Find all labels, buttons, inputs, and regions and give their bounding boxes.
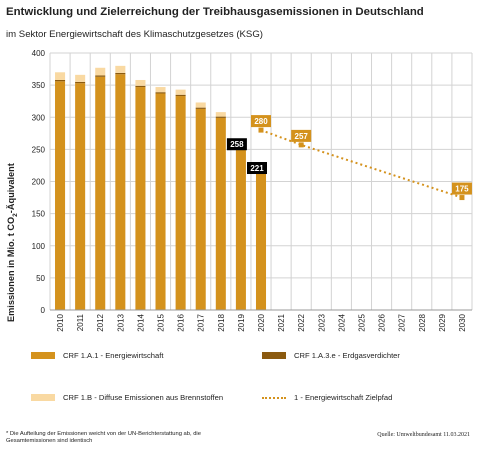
data-label-box-2030-175 [451, 182, 472, 195]
legend-swatch-diffuse [31, 394, 55, 401]
bar-energiewirtschaft-2012 [95, 76, 106, 311]
bar-energiewirtschaft-2017 [195, 108, 206, 311]
x-tick-label: 2021 [277, 313, 286, 331]
data-label-2022-257: 257 [295, 132, 309, 141]
legend-swatch-energiewirtschaft [31, 352, 55, 359]
bar-erdgasverdichter-2014 [135, 85, 146, 88]
x-tick-label: 2018 [217, 313, 226, 331]
bar-energiewirtschaft-2019 [235, 149, 246, 310]
x-tick-label: 2014 [136, 313, 145, 331]
data-label-2030-175: 175 [455, 185, 469, 194]
bar-diffuse-2017 [195, 102, 206, 108]
bar-energiewirtschaft-2011 [75, 83, 86, 310]
x-tick-label: 2015 [157, 313, 166, 331]
data-label-2020-221: 221 [250, 164, 264, 173]
bar-erdgasverdichter-2016 [175, 94, 186, 97]
bar-diffuse-2012 [95, 67, 106, 76]
bar-diffuse-2018 [215, 112, 226, 117]
target-point-2020 [258, 127, 264, 133]
target-point-2022 [298, 142, 304, 148]
bar-erdgasverdichter-2013 [115, 72, 126, 75]
x-tick-label: 2024 [337, 313, 346, 331]
bar-energiewirtschaft-2015 [155, 93, 166, 310]
data-label-box-2020-280 [251, 115, 271, 128]
data-label-box-2020-221 [247, 162, 267, 175]
footnote: * Die Aufteilung der Emissionen weicht v… [6, 431, 201, 444]
bar-erdgasverdichter-2012 [95, 75, 106, 77]
bar-erdgasverdichter-2010 [55, 79, 66, 82]
y-tick-label: 0 [41, 306, 46, 315]
legend-item-zielpfad: 1 - Energiewirtschaft Zielpfad [262, 393, 392, 402]
bar-erdgasverdichter-2018 [215, 116, 226, 118]
bar-energiewirtschaft-2018 [215, 117, 226, 310]
x-tick-label: 2010 [56, 313, 65, 331]
chart-title: Entwicklung und Zielerreichung der Treib… [6, 6, 424, 18]
bar-diffuse-2011 [75, 74, 86, 82]
x-tick-label: 2022 [297, 313, 306, 331]
emissions-chart: 0 50 100 150 200 250 300 350 400 2010 2011 2012 2013… [32, 49, 473, 332]
y-tick-label: 300 [32, 113, 46, 122]
legend-item-diffuse: CRF 1.B - Diffuse Emissionen aus Brennst… [31, 393, 223, 402]
x-tick-label: 2027 [398, 313, 407, 331]
legend-label-erdgasverdichter: CRF 1.A.3.e - Erdgasverdichter [294, 351, 400, 360]
chart-subtitle: im Sektor Energiewirtschaft des Klimasch… [6, 29, 263, 40]
x-tick-label: 2029 [438, 313, 447, 331]
x-tick-label: 2016 [177, 313, 186, 331]
x-tick-label: 2030 [458, 313, 467, 331]
target-path-line [260, 129, 463, 199]
y-tick-label: 350 [32, 81, 46, 90]
bar-diffuse-2014 [135, 79, 146, 86]
y-tick-label: 150 [32, 210, 46, 219]
bar-diffuse-2013 [115, 65, 126, 73]
x-tick-label: 2019 [237, 313, 246, 331]
x-tick-label: 2013 [116, 313, 125, 331]
legend-swatch-zielpfad [262, 396, 286, 399]
data-label-2019-258: 258 [230, 140, 244, 149]
data-label-2020-280: 280 [254, 117, 268, 126]
data-label-box-2022-257 [291, 129, 312, 142]
y-tick-label: 200 [32, 178, 46, 187]
legend-swatch-erdgasverdichter [262, 352, 286, 359]
legend-label-energiewirtschaft: CRF 1.A.1 - Energiewirtschaft [63, 351, 164, 360]
x-tick-label: 2026 [378, 313, 387, 331]
legend-label-zielpfad: 1 - Energiewirtschaft Zielpfad [294, 393, 393, 402]
y-tick-label: 50 [36, 274, 45, 283]
x-tick-label: 2017 [197, 313, 206, 331]
bar-energiewirtschaft-2020 [255, 173, 267, 310]
y-tick-label: 100 [32, 242, 46, 251]
bar-diffuse-2016 [175, 89, 186, 95]
x-tick-label: 2020 [257, 313, 266, 331]
legend-item-erdgasverdichter: CRF 1.A.3.e - Erdgasverdichter [262, 351, 400, 360]
x-tick-label: 2023 [317, 313, 326, 331]
x-tick-label: 2025 [357, 313, 366, 331]
legend-label-diffuse: CRF 1.B - Diffuse Emissionen aus Brennst… [63, 393, 224, 402]
legend-item-energiewirtschaft: CRF 1.A.1 - Energiewirtschaft [31, 351, 163, 360]
y-tick-label: 400 [32, 49, 46, 58]
bar-erdgasverdichter-2017 [195, 107, 206, 109]
data-label-box-2019-258 [226, 138, 247, 151]
source-note: Quelle: Umweltbundesamt 11.03.2021 [377, 432, 470, 438]
bar-energiewirtschaft-2014 [135, 87, 146, 311]
bar-energiewirtschaft-2013 [115, 74, 126, 310]
y-tick-label: 250 [32, 145, 46, 154]
bar-erdgasverdichter-2015 [155, 92, 166, 94]
bar-energiewirtschaft-2010 [55, 81, 66, 311]
x-tick-label: 2012 [96, 313, 105, 331]
bar-energiewirtschaft-2016 [175, 96, 186, 310]
bar-diffuse-2015 [155, 87, 166, 93]
bar-diffuse-2010 [55, 72, 66, 80]
x-tick-label: 2011 [76, 313, 85, 331]
bar-erdgasverdichter-2011 [75, 81, 86, 84]
target-point-2030 [459, 195, 465, 201]
x-tick-label: 2028 [418, 313, 427, 331]
